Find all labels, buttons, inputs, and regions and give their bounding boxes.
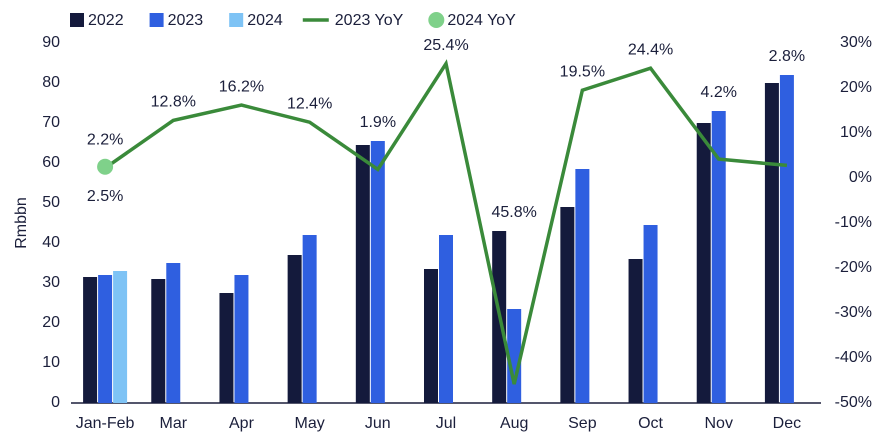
data-label: 19.5% <box>560 63 605 80</box>
data-label: 4.2% <box>700 84 736 101</box>
x-tick-label: Mar <box>159 415 187 432</box>
y2-tick-label: -40% <box>835 349 872 366</box>
bar <box>643 225 658 403</box>
legend-swatch <box>229 13 244 27</box>
y2-tick-label: -50% <box>835 394 872 411</box>
y-tick-label: 70 <box>42 114 60 131</box>
data-label: 2.2% <box>87 131 123 148</box>
data-label: 24.4% <box>628 41 673 58</box>
legend-swatch <box>70 13 84 27</box>
yoy-line <box>104 59 788 385</box>
legend-label: 2024 <box>247 12 283 29</box>
bar <box>628 259 643 403</box>
legend-swatch <box>428 12 445 28</box>
legend-swatch <box>149 13 164 27</box>
y-tick-label: 80 <box>42 74 60 91</box>
data-label: 45.8% <box>491 204 536 221</box>
bar <box>151 279 166 403</box>
y-tick-label: 90 <box>42 34 60 51</box>
data-label: 12.8% <box>151 94 196 111</box>
bar <box>696 123 711 403</box>
legend-label: 2022 <box>88 12 124 29</box>
bar <box>98 275 113 403</box>
data-label: 2.8% <box>769 48 805 65</box>
bar <box>83 277 98 403</box>
bar <box>424 269 438 403</box>
x-tick-label: Sep <box>568 415 597 432</box>
x-tick-label: May <box>295 415 325 432</box>
y2-tick-label: -10% <box>835 214 872 231</box>
bar <box>507 309 522 403</box>
bar <box>355 145 370 403</box>
data-label: 16.2% <box>219 78 264 95</box>
y2-tick-label: 0% <box>849 169 872 186</box>
y2-tick-label: 10% <box>840 124 872 141</box>
bar <box>234 275 249 403</box>
y-tick-label: 50 <box>42 194 60 211</box>
x-tick-label: Dec <box>773 415 801 432</box>
x-tick-label: Oct <box>638 415 663 432</box>
bar <box>575 169 590 403</box>
x-tick-label: Aug <box>500 415 528 432</box>
bar <box>439 235 453 403</box>
bar <box>113 271 128 403</box>
x-tick-label: Jun <box>365 415 391 432</box>
data-label: 2.5% <box>87 188 123 205</box>
yoy-dot <box>97 158 114 175</box>
bar <box>219 293 234 403</box>
y-axis-label: Rmbbn <box>13 197 30 249</box>
x-tick-label: Apr <box>229 415 255 432</box>
bar <box>764 83 779 403</box>
bar <box>779 75 794 403</box>
y-tick-label: 0 <box>51 394 60 411</box>
y-tick-label: 20 <box>42 314 60 331</box>
y-tick-label: 10 <box>42 354 60 371</box>
data-label: 25.4% <box>423 37 468 54</box>
y2-tick-label: 30% <box>840 34 872 51</box>
y2-tick-label: -20% <box>835 259 872 276</box>
bar <box>370 141 385 403</box>
legend-label: 2023 <box>168 12 204 29</box>
data-label: 1.9% <box>360 114 396 131</box>
legend-label: 2023 YoY <box>335 12 404 29</box>
bar <box>166 263 181 403</box>
x-tick-label: Jul <box>436 415 456 432</box>
y-tick-label: 60 <box>42 154 60 171</box>
x-tick-label: Nov <box>705 415 733 432</box>
bar <box>287 255 302 403</box>
data-label: 12.4% <box>287 95 332 112</box>
bar <box>711 111 726 403</box>
x-tick-label: Jan-Feb <box>76 415 135 432</box>
y2-tick-label: -30% <box>835 304 872 321</box>
legend-label: 2024 YoY <box>447 12 516 29</box>
bar <box>302 235 317 403</box>
y-tick-label: 40 <box>42 234 60 251</box>
bar <box>560 207 575 403</box>
y2-tick-label: 20% <box>840 79 872 96</box>
y-tick-label: 30 <box>42 274 60 291</box>
